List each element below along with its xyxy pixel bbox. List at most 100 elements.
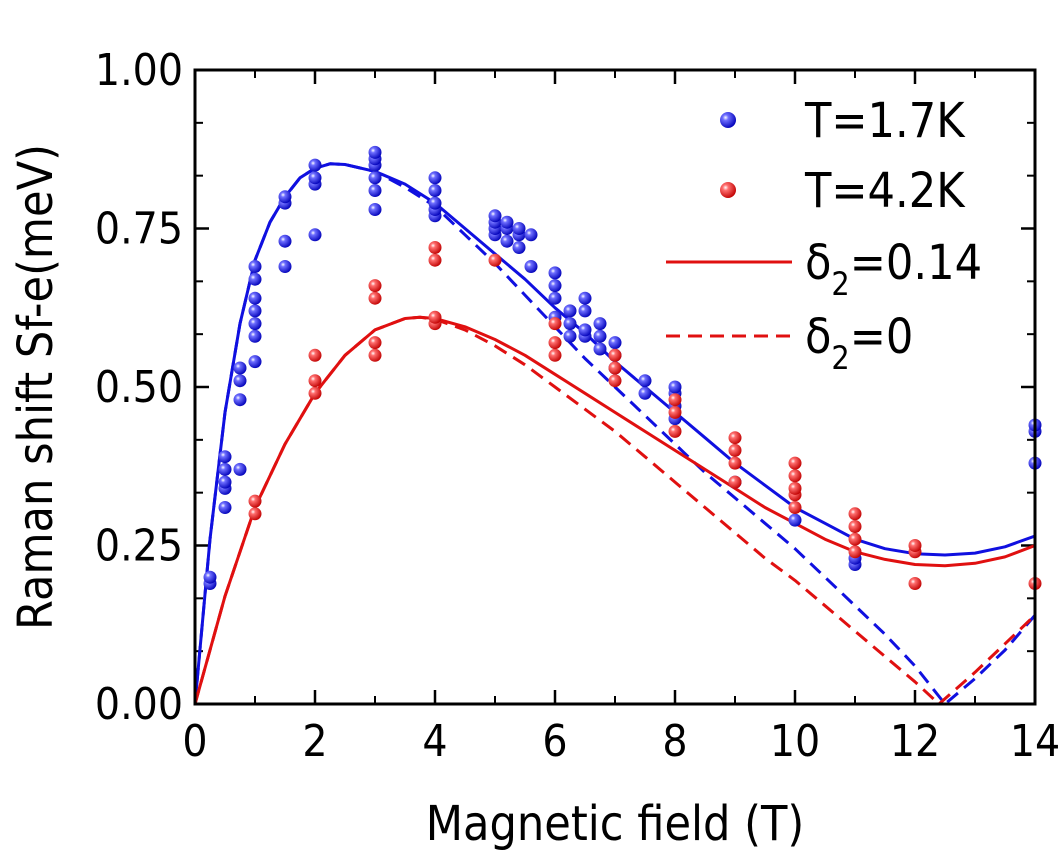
data-point <box>578 291 592 305</box>
plot-frame <box>193 68 1037 706</box>
data-point <box>578 304 592 318</box>
legend-value: =0.14 <box>850 235 982 291</box>
data-point <box>248 329 262 343</box>
data-point <box>278 234 292 248</box>
data-point <box>908 539 922 552</box>
data-point <box>368 348 382 362</box>
y-axis-label: Raman shift Sf-e(meV) <box>8 144 64 630</box>
data-point <box>788 501 802 514</box>
data-point <box>608 361 622 375</box>
data-point <box>848 507 862 521</box>
data-point <box>548 348 562 362</box>
legend-subscript: 2 <box>831 265 849 303</box>
data-point <box>608 348 622 362</box>
data-point <box>218 450 232 464</box>
data-point <box>728 456 742 470</box>
data-point <box>248 304 262 318</box>
data-point <box>428 171 442 185</box>
y-tick-label: 0.25 <box>95 521 183 572</box>
data-point <box>248 260 262 273</box>
x-tick-label: 8 <box>662 716 687 767</box>
data-point <box>548 336 562 350</box>
data-point <box>233 462 247 476</box>
data-point <box>248 355 262 369</box>
data-point <box>728 431 742 445</box>
data-point <box>218 462 232 476</box>
data-point <box>308 228 322 242</box>
data-point <box>524 260 538 273</box>
legend-label: T=1.7K <box>804 93 966 149</box>
y-tick-label: 0.75 <box>95 204 183 255</box>
data-point <box>278 260 292 273</box>
data-point <box>668 405 682 419</box>
data-point <box>233 361 247 375</box>
legend-value: =0 <box>850 309 914 365</box>
data-point <box>512 241 526 254</box>
data-point <box>500 215 514 229</box>
data-point <box>368 203 382 216</box>
legend-label: δ2=0 <box>805 309 913 377</box>
y-tick-label: 1.00 <box>95 45 183 96</box>
data-point <box>428 241 442 254</box>
x-tick-label: 12 <box>890 716 940 767</box>
dashed-fit-curve <box>195 162 1035 704</box>
data-point <box>788 469 802 483</box>
data-point <box>593 329 607 343</box>
data-point <box>548 266 562 280</box>
legend-marker <box>720 182 736 198</box>
data-point <box>788 456 802 470</box>
data-point <box>563 329 577 343</box>
data-point <box>593 317 607 331</box>
data-point <box>428 253 442 267</box>
data-point <box>488 253 502 267</box>
data-point <box>593 342 607 356</box>
data-points <box>203 145 1042 590</box>
data-point <box>848 532 862 546</box>
data-point <box>308 348 322 362</box>
data-point <box>278 190 292 204</box>
data-point <box>548 291 562 305</box>
data-point <box>788 513 802 527</box>
data-point <box>308 374 322 388</box>
data-point <box>308 386 322 400</box>
solid-fit-curve <box>195 162 1035 704</box>
legend-symbol: δ <box>805 309 831 365</box>
data-point <box>548 279 562 293</box>
x-axis-label: Magnetic field (T) <box>426 796 804 852</box>
x-tick-label: 14 <box>1010 716 1060 767</box>
x-tick-label: 6 <box>542 716 567 767</box>
legend-label: δ2=0.14 <box>805 235 982 303</box>
tick-labels: 0 2 4 6 8 10 12 14 0.00 0.25 0.50 0.75 1.00 <box>95 45 1060 767</box>
data-point <box>488 209 502 223</box>
data-point <box>548 317 562 331</box>
data-point <box>848 545 862 559</box>
data-point <box>608 374 622 388</box>
x-tick-label: 4 <box>422 716 447 767</box>
data-point <box>728 475 742 489</box>
y-tick-label: 0.00 <box>95 679 183 730</box>
data-point <box>218 475 232 489</box>
data-point <box>368 145 382 159</box>
data-point <box>668 424 682 438</box>
data-point <box>368 336 382 350</box>
data-point <box>218 501 232 514</box>
data-point <box>668 380 682 394</box>
data-point <box>308 158 322 172</box>
legend-symbol: δ <box>805 235 831 291</box>
data-point <box>524 228 538 242</box>
legend-label: T=4.2K <box>804 163 966 219</box>
data-point <box>512 222 526 235</box>
legend-marker <box>720 112 736 128</box>
data-point <box>233 393 247 407</box>
data-point <box>308 171 322 185</box>
data-point <box>368 184 382 197</box>
data-point <box>368 291 382 305</box>
data-point <box>728 443 742 457</box>
dashed-fit-curve <box>195 315 1035 704</box>
data-point <box>368 171 382 185</box>
data-point <box>563 317 577 331</box>
data-point <box>203 570 217 584</box>
data-point <box>788 481 802 495</box>
